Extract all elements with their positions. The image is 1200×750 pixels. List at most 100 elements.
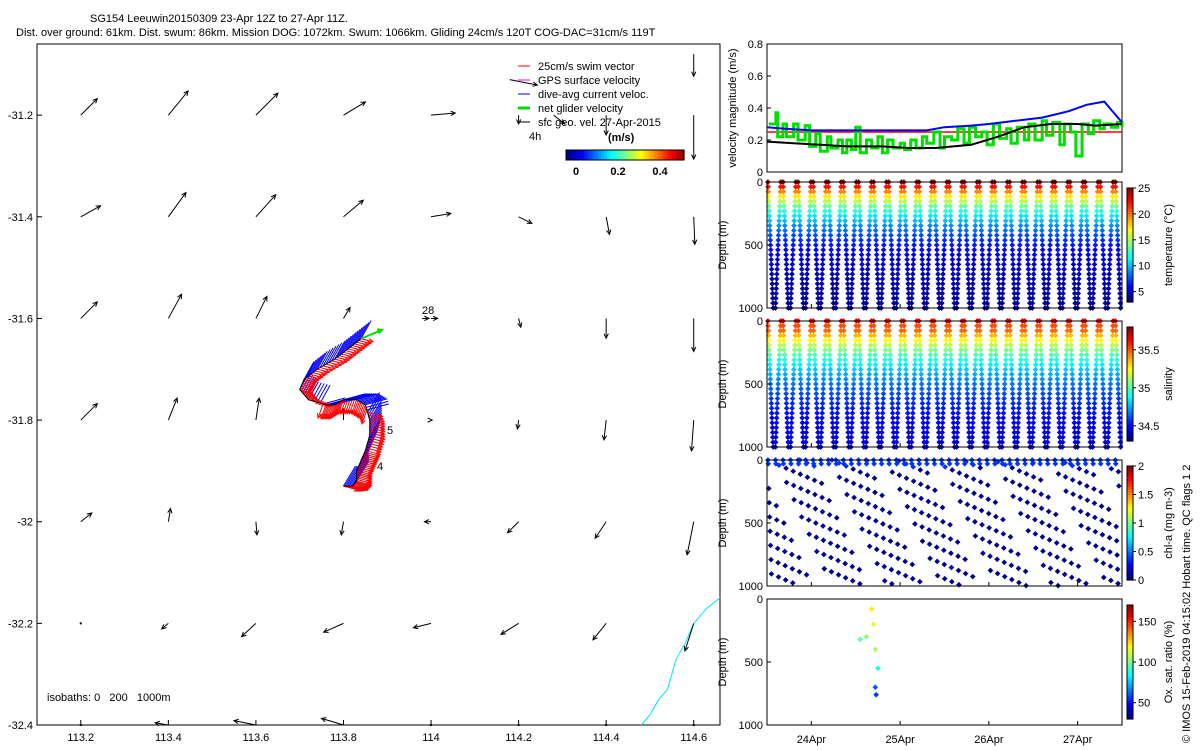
section-point (818, 280, 825, 287)
section-point (881, 232, 888, 239)
section-point (782, 366, 788, 373)
section-point (766, 361, 773, 368)
section-point (1031, 400, 1037, 407)
section-point (788, 276, 795, 282)
section-point (895, 390, 902, 397)
section-point (781, 347, 788, 353)
section-point (904, 395, 910, 402)
colorbar-segment (1127, 605, 1133, 609)
section-point (1031, 247, 1038, 253)
section-point (843, 395, 850, 402)
section-point (910, 405, 916, 412)
section-point (1084, 366, 1090, 373)
section-point (872, 684, 879, 691)
section-point (939, 434, 945, 441)
section-point (924, 285, 931, 292)
section-point (775, 247, 781, 253)
section-point (860, 434, 867, 441)
time-tick-label: 25Apr (885, 734, 915, 746)
current-arrow (685, 521, 695, 556)
section-point (1093, 208, 1100, 214)
section-point (941, 247, 947, 253)
section-point (836, 371, 842, 378)
section-point (948, 237, 955, 243)
section-point (986, 524, 992, 531)
section-point (1037, 193, 1044, 200)
section-point (825, 188, 832, 195)
section-point (1116, 419, 1123, 426)
section-point (1077, 232, 1084, 239)
legend-hint: 4h (529, 131, 541, 143)
section-point (835, 571, 842, 578)
section-point (887, 361, 894, 368)
section-point (819, 410, 826, 416)
section-point (1106, 415, 1112, 421)
section-point (865, 256, 871, 263)
section-point (880, 521, 886, 527)
section-point (928, 188, 935, 195)
section-point (951, 429, 957, 436)
section-point (964, 487, 970, 494)
section-point (973, 208, 979, 214)
current-arrow (431, 315, 439, 322)
section-point (954, 295, 960, 302)
section-point (784, 290, 791, 297)
section-point (956, 232, 963, 239)
section-point (1075, 415, 1082, 421)
section-point (1053, 222, 1060, 229)
section-point (813, 251, 820, 258)
section-point (887, 356, 894, 363)
section-point (1025, 256, 1031, 263)
section-point (1040, 548, 1046, 554)
section-point (804, 266, 811, 273)
section-point (768, 410, 775, 416)
section-point (903, 381, 910, 387)
current-arrow-shaft (684, 623, 695, 652)
section-point (902, 222, 909, 229)
swim-vector-shaft (302, 392, 315, 397)
section-point (1041, 434, 1048, 441)
colorbar-segment (1127, 196, 1133, 200)
section-point (1082, 332, 1089, 339)
section-point (948, 222, 954, 229)
current-arrow-shaft (553, 114, 565, 125)
section-point (1108, 465, 1115, 472)
section-point (1055, 395, 1062, 402)
section-point (1046, 251, 1053, 258)
swim-vector-head (379, 425, 386, 431)
map-xtick-label: 113.8 (330, 732, 357, 744)
section-point (939, 280, 946, 287)
colorbar-segment (1127, 403, 1133, 408)
section-point (1000, 424, 1006, 431)
section-point (1109, 337, 1116, 344)
section-point (948, 366, 955, 373)
section-point (909, 415, 916, 421)
section-point (1114, 237, 1121, 243)
section-point (837, 337, 844, 344)
section-point (1046, 390, 1053, 397)
section-point (788, 460, 794, 467)
section-point (1039, 232, 1045, 239)
section-point (875, 285, 881, 292)
section-point (799, 429, 806, 436)
section-point (1048, 342, 1055, 349)
section-point (933, 530, 940, 536)
section-point (1100, 574, 1107, 581)
section-point (852, 198, 859, 205)
colorbar-segment (1127, 381, 1133, 385)
section-point (932, 213, 939, 219)
section-point (962, 332, 968, 339)
section-point (879, 405, 886, 412)
section-point (866, 222, 873, 229)
section-point (803, 295, 809, 302)
section-point (1007, 193, 1014, 200)
section-point (1092, 371, 1099, 378)
section-point (1084, 361, 1090, 368)
section-point (954, 285, 961, 292)
section-point (841, 208, 848, 214)
section-point (917, 481, 924, 488)
section-point (1071, 285, 1078, 292)
section-point (1039, 371, 1045, 378)
swim-vector-shaft (359, 404, 366, 419)
section-point (887, 208, 893, 214)
